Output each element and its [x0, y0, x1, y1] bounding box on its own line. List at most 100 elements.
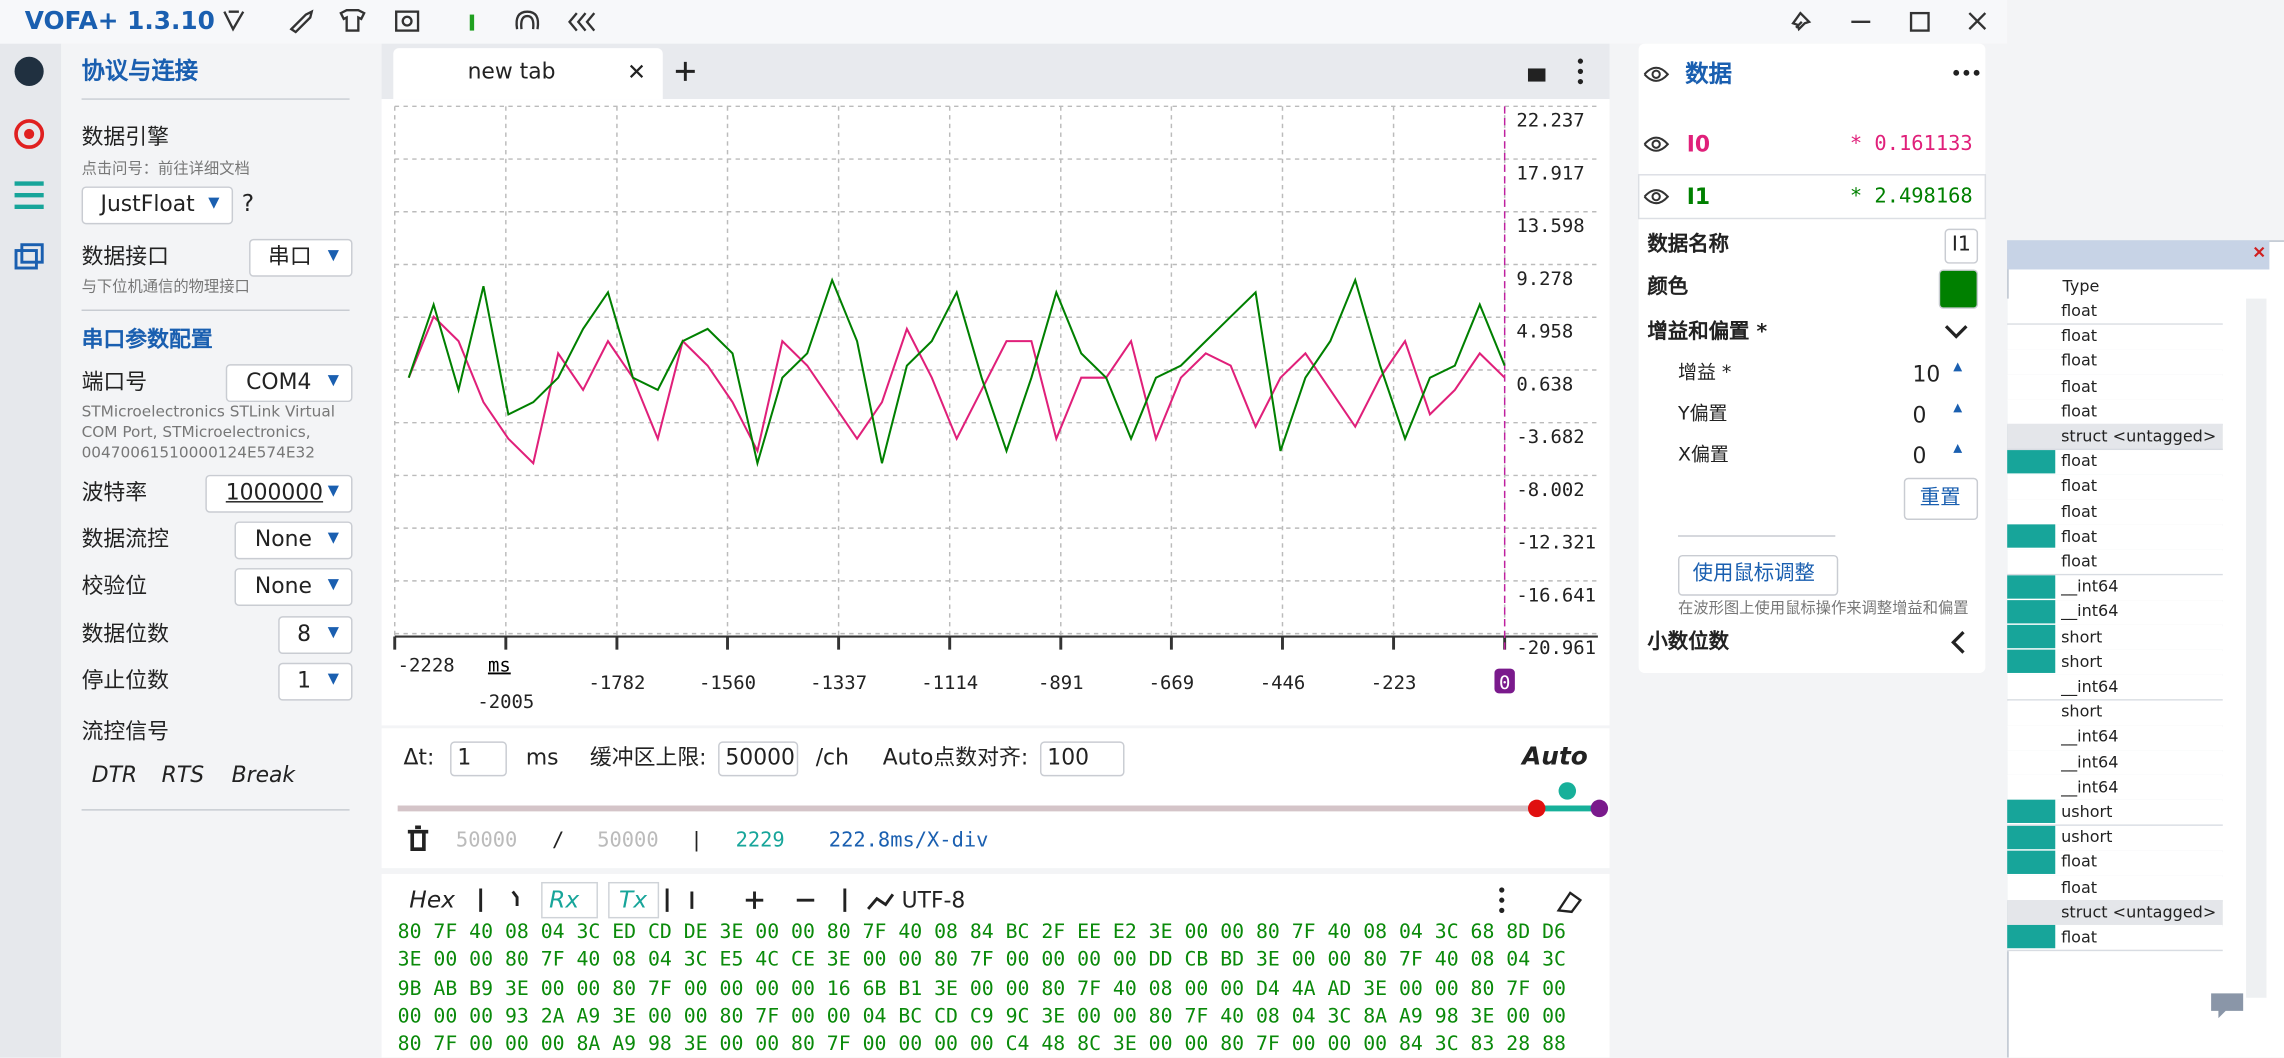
color-swatch[interactable] [1938, 269, 1979, 309]
type-cell: float [2061, 476, 2098, 496]
nav-icon[interactable] [14, 181, 44, 210]
dropdown-arrow[interactable]: ▼ [327, 671, 339, 688]
y-tick-label: 9.278 [1516, 268, 1573, 290]
tab-title[interactable]: new tab [467, 58, 556, 85]
signal-button[interactable]: DTR [91, 761, 138, 789]
nav-icon [24, 128, 35, 140]
signal-button[interactable]: RTS [161, 761, 205, 789]
hex-toggle[interactable]: Hex [409, 885, 455, 914]
type-cell: float [2061, 326, 2098, 346]
type-cell: __int64 [2061, 602, 2119, 622]
icon-wrench[interactable] [289, 9, 314, 34]
nav-icon [20, 243, 44, 264]
select[interactable] [81, 186, 234, 225]
input[interactable] [1944, 228, 1979, 264]
rx-toggle[interactable] [541, 881, 598, 919]
nav-icon[interactable] [14, 56, 44, 86]
icon-v[interactable] [223, 10, 245, 32]
icon-collapse[interactable] [568, 12, 596, 32]
cell-highlight [2007, 624, 2056, 649]
dropdown-arrow[interactable]: ▼ [327, 624, 339, 641]
slider-handle[interactable] [1558, 782, 1577, 800]
button[interactable] [1678, 554, 1839, 596]
series-line [407, 277, 1506, 468]
spin-arrows[interactable]: ▲ [1953, 400, 1963, 414]
input[interactable] [718, 741, 799, 777]
spinbox[interactable] [1902, 439, 1976, 472]
type-cell: __int64 [2061, 677, 2119, 697]
encoding[interactable]: UTF-8 [901, 887, 966, 914]
button-label[interactable]: 重置 [1919, 486, 1961, 510]
select[interactable] [278, 662, 353, 701]
dropdown-arrow[interactable]: ▼ [327, 483, 339, 500]
rx-label[interactable]: Rx [549, 885, 580, 914]
chevrons[interactable] [1944, 325, 1968, 654]
side-scrollbar[interactable] [2246, 298, 2267, 998]
select[interactable] [225, 364, 353, 403]
slider-handle[interactable] [1527, 799, 1546, 818]
terminal-pane [381, 873, 1610, 1058]
trash-icon[interactable] [407, 825, 429, 852]
add-tab[interactable] [675, 61, 695, 81]
label: Auto点数对齐: [882, 744, 1029, 771]
label: Δt: [403, 744, 435, 771]
menu-dots[interactable] [1499, 58, 1980, 913]
side-close[interactable] [2254, 246, 2265, 258]
dropdown-arrow[interactable]: ▼ [327, 576, 339, 593]
legend-name[interactable]: I1 [1686, 183, 1711, 210]
title-bar [0, 0, 2008, 44]
spinbox[interactable] [1902, 399, 1976, 432]
chat-icon[interactable] [2211, 993, 2244, 1019]
tab[interactable] [393, 48, 663, 100]
button[interactable] [1903, 477, 1979, 521]
type-cell: float [2061, 552, 2098, 571]
dropdown-arrow[interactable]: ▼ [327, 247, 339, 264]
icon-pin[interactable] [1791, 11, 1812, 32]
icon-shirt[interactable] [339, 9, 366, 32]
table-row [2007, 499, 2223, 526]
spinbox[interactable] [1040, 741, 1125, 777]
legend-name[interactable]: I0 [1686, 131, 1711, 158]
icon-screenshot[interactable] [395, 10, 420, 32]
x-axis-label: ms [488, 654, 511, 676]
spinbox[interactable] [1902, 358, 1976, 391]
nav-icon[interactable] [14, 119, 45, 149]
signal-button[interactable]: Break [231, 761, 296, 789]
icon-maximize[interactable] [1909, 11, 1930, 32]
tx-label[interactable]: Tx [619, 885, 648, 914]
waveform-chart[interactable]: 22.237 17.917 13.598 9.278 4.958 0.638 -3.682 -… [393, 105, 1598, 713]
select[interactable] [205, 474, 353, 513]
dropdown-arrow[interactable]: ▼ [327, 372, 339, 389]
eraser-icon[interactable] [1556, 891, 1583, 914]
select[interactable] [249, 238, 353, 277]
tx-toggle[interactable] [608, 881, 660, 919]
x-tick-label: -2228 [398, 654, 455, 676]
help[interactable]: ? [241, 189, 255, 218]
spin-arrows[interactable]: ▲ [1953, 359, 1963, 373]
dropdown-arrow[interactable]: ▼ [327, 530, 339, 547]
icon-lens [401, 15, 413, 27]
eye-icons[interactable] [1643, 66, 1670, 205]
select-value: None [254, 572, 312, 599]
spinbox[interactable] [450, 741, 507, 777]
dropdown-arrow[interactable]: ▼ [208, 195, 220, 212]
icon-fingerprint[interactable] [515, 10, 540, 30]
select[interactable] [234, 521, 353, 560]
nav-icon[interactable] [14, 249, 38, 270]
select[interactable] [234, 568, 353, 606]
hex-line: 80 7F 40 08 04 3C ED CD DE 3E 00 00 80 7… [397, 920, 1566, 944]
label: 数据流控 [81, 525, 169, 553]
port-description: 00470061510000124E574E32 [81, 444, 315, 462]
button-label[interactable]: 使用鼠标调整 [1692, 562, 1815, 586]
table-row [2007, 900, 2223, 927]
spin-arrows[interactable]: ▲ [1953, 441, 1963, 455]
lock-icon[interactable] [1527, 68, 1546, 82]
select[interactable] [278, 616, 353, 655]
icon-close[interactable] [1968, 12, 1987, 30]
close-tab[interactable] [629, 64, 644, 78]
terminal-icons[interactable] [479, 888, 895, 912]
hint: 点击问号：前往详细文档 [81, 160, 250, 178]
cell-highlight [2007, 574, 2056, 599]
slider-handle[interactable] [1590, 799, 1609, 818]
mode-toggle[interactable]: Auto [1522, 742, 1588, 772]
